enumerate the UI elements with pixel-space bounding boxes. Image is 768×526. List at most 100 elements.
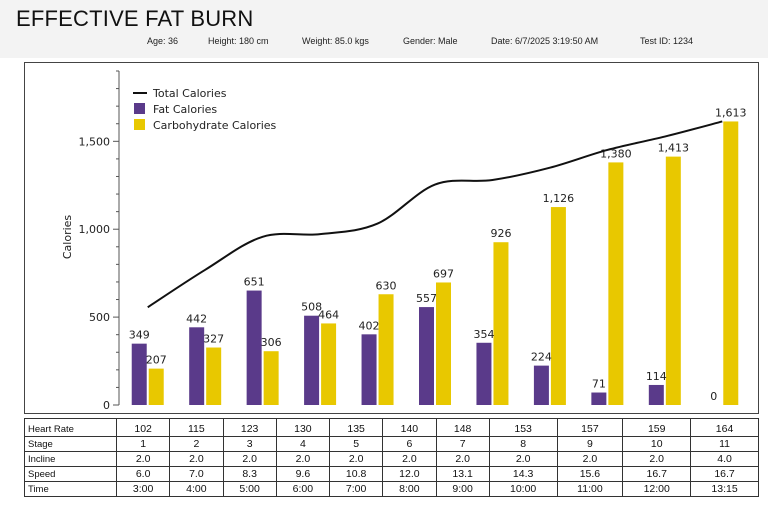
page-title: EFFECTIVE FAT BURN: [16, 6, 254, 31]
table-cell: 140: [382, 418, 437, 437]
table-cell: 148: [435, 418, 490, 437]
table-cell: 2: [169, 436, 224, 452]
table-cell: 11:00: [556, 481, 624, 497]
table-cell: 10: [622, 436, 692, 452]
fat-bar: [304, 315, 320, 405]
fat-value-label: 0: [710, 390, 717, 403]
fat-value-label: 224: [531, 351, 552, 364]
total-calories-line: [147, 120, 723, 309]
table-cell: 123: [222, 418, 277, 437]
fat-bar: [361, 334, 377, 405]
carb-value-label: 1,126: [543, 192, 575, 205]
table-cell: 157: [556, 418, 624, 437]
age-info: Age: 36: [147, 36, 179, 46]
fat-bar: [476, 342, 492, 405]
table-cell: 7:00: [328, 481, 384, 497]
carb-bar: [436, 282, 451, 405]
table-cell: 8: [488, 436, 558, 452]
table-cell: 4.0: [690, 451, 759, 467]
table-cell: 10.8: [328, 466, 384, 482]
table-row: Incline 2.0 2.0 2.0 2.0 2.0 2.0 2.0 2.0 2.0 2.0 4.0: [24, 451, 759, 467]
chart-frame: 0 500 1,000 1,500 Calories 349 207 442 327 651 306…: [24, 62, 759, 414]
fat-bar: [533, 365, 549, 405]
table-cell: 2.0: [328, 451, 384, 467]
table-cell: 4:00: [169, 481, 224, 497]
fat-value-label: 402: [359, 319, 380, 332]
table-cell: 130: [275, 418, 331, 437]
fat-bar: [131, 343, 147, 405]
table-cell: 115: [169, 418, 224, 437]
fat-value-label: 349: [129, 329, 150, 342]
table-cell: 9: [556, 436, 624, 452]
carb-bar: [550, 207, 566, 405]
y-tick-label: 1,000: [79, 223, 111, 236]
y-tick-label: 0: [103, 399, 110, 412]
carb-value-label: 926: [490, 227, 511, 240]
table-cell: 1: [115, 436, 171, 452]
carb-value-label: 306: [261, 336, 282, 349]
row-header: Speed: [24, 466, 117, 482]
table-cell: 2.0: [488, 451, 558, 467]
row-header: Heart Rate: [24, 418, 117, 437]
table-cell: 9:00: [435, 481, 490, 497]
calories-chart: 0 500 1,000 1,500 Calories 349 207 442 327 651 306…: [61, 70, 747, 412]
table-cell: 12.0: [382, 466, 437, 482]
fat-bar: [246, 290, 262, 405]
table-cell: 135: [328, 418, 384, 437]
row-header: Time: [24, 481, 117, 497]
fat-bar: [419, 307, 434, 405]
fat-value-label: 557: [416, 292, 437, 305]
table-row: Speed 6.0 7.0 8.3 9.6 10.8 12.0 13.1 14.3 15.6 16.…: [24, 466, 759, 482]
legend-fat-swatch: [134, 103, 145, 114]
table-cell: 6.0: [115, 466, 171, 482]
legend-carb-label: Carbohydrate Calories: [153, 119, 277, 132]
weight-info: Weight: 85.0 kgs: [302, 36, 369, 46]
table-row: Stage 1 2 3 4 5 6 7 8 9 10 11: [24, 436, 759, 452]
carb-value-label: 697: [433, 267, 454, 280]
fat-bar: [648, 384, 664, 405]
table-cell: 102: [115, 418, 171, 437]
y-tick-label: 1,500: [79, 135, 111, 148]
carb-bar: [493, 242, 509, 405]
table-cell: 7: [435, 436, 490, 452]
carb-value-label: 207: [146, 354, 167, 367]
legend-fat-label: Fat Calories: [153, 103, 217, 116]
carb-bar: [321, 323, 337, 405]
table-cell: 13:15: [690, 481, 759, 497]
row-header: Stage: [24, 436, 117, 452]
table-cell: 2.0: [222, 451, 277, 467]
carb-value-label: 327: [203, 333, 224, 346]
y-tick-label: 500: [89, 311, 110, 324]
carb-bar: [263, 351, 279, 405]
fat-value-label: 651: [244, 276, 265, 289]
table-cell: 2.0: [115, 451, 171, 467]
table-cell: 2.0: [435, 451, 490, 467]
test-id-info: Test ID: 1234: [640, 36, 694, 46]
table-cell: 7.0: [169, 466, 224, 482]
carb-value-label: 1,413: [658, 142, 690, 155]
table-cell: 3: [222, 436, 277, 452]
carb-bar: [665, 156, 681, 405]
table-cell: 14.3: [488, 466, 558, 482]
carb-bar: [378, 294, 394, 405]
height-info: Height: 180 cm: [208, 36, 269, 46]
carb-bar: [206, 347, 222, 405]
carb-value-label: 1,613: [715, 106, 747, 119]
table-cell: 5:00: [222, 481, 277, 497]
table-cell: 2.0: [382, 451, 437, 467]
table-cell: 6: [382, 436, 437, 452]
table-cell: 4: [275, 436, 331, 452]
carb-bar: [723, 121, 739, 405]
header-band: [0, 0, 768, 58]
table-cell: 12:00: [622, 481, 692, 497]
table-cell: 2.0: [275, 451, 331, 467]
date-info: Date: 6/7/2025 3:19:50 AM: [491, 36, 599, 46]
table-cell: 15.6: [556, 466, 624, 482]
carb-bar: [608, 162, 624, 405]
fat-value-label: 114: [646, 370, 667, 383]
row-header: Incline: [24, 451, 117, 467]
carb-value-label: 630: [376, 279, 397, 292]
table-cell: 16.7: [690, 466, 759, 482]
table-cell: 153: [488, 418, 558, 437]
table-cell: 2.0: [622, 451, 692, 467]
